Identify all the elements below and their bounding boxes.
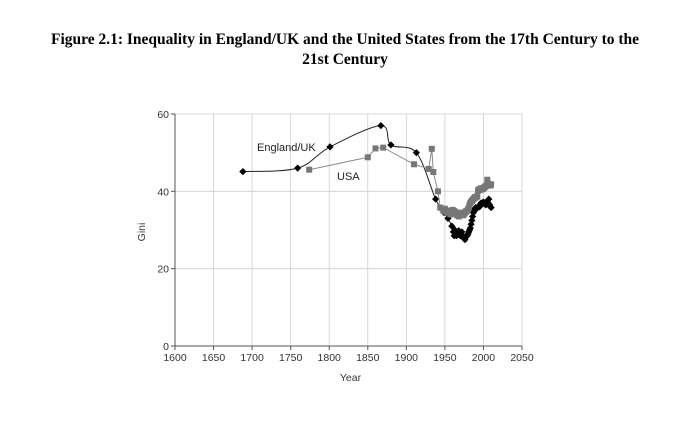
labels: England/UK USA	[257, 142, 360, 183]
grid	[175, 113, 523, 346]
data-point	[411, 161, 418, 168]
data-point	[468, 216, 476, 224]
data-point	[455, 227, 463, 235]
figure-title-line-1: Figure 2.1: Inequality in England/UK and…	[50, 31, 640, 48]
x-tick-label: 1750	[279, 352, 303, 364]
data-point	[469, 212, 477, 221]
data-point	[380, 144, 387, 151]
data-point	[484, 176, 491, 183]
series-england-uk	[239, 122, 495, 244]
data-point	[466, 224, 474, 232]
data-point	[239, 168, 247, 176]
data-point	[387, 141, 395, 149]
x-tick-label: 1700	[240, 352, 264, 364]
data-point	[448, 222, 456, 230]
x-tick-label: 1950	[433, 352, 457, 364]
series-label-usa: USA	[337, 171, 360, 183]
x-tick-label: 1900	[395, 352, 419, 364]
y-tick-label: 40	[157, 186, 169, 198]
series	[239, 122, 495, 244]
x-tick-label: 1600	[163, 352, 187, 364]
data-point	[488, 181, 495, 188]
x-tick-label: 1850	[356, 352, 380, 364]
y-tick-label: 0	[163, 341, 169, 353]
axes: 0 20 40 60 1600 1650 1700 1750 1800 1850 1900 1950 2…	[136, 109, 534, 384]
data-point	[487, 203, 495, 212]
data-point	[474, 192, 481, 199]
y-tick-label: 60	[157, 109, 169, 121]
data-point	[428, 145, 435, 152]
series-label-england-uk: England/UK	[257, 142, 316, 154]
data-point	[326, 143, 334, 151]
data-point	[434, 188, 441, 195]
x-axis-title: Year	[340, 372, 362, 384]
data-point	[432, 195, 440, 203]
data-point	[425, 165, 432, 172]
y-axis-title: Gini	[136, 223, 148, 242]
data-point	[377, 122, 385, 130]
data-point	[294, 164, 302, 172]
figure-title-line-2: 21st Century	[302, 51, 388, 68]
data-point	[306, 166, 313, 173]
data-point	[372, 145, 379, 152]
x-tick-label: 1800	[318, 352, 342, 364]
x-tick-label: 2050	[510, 352, 534, 364]
x-tick-label: 2000	[472, 352, 496, 364]
series-usa	[306, 144, 495, 220]
data-point	[364, 154, 371, 161]
figure-title: Figure 2.1: Inequality in England/UK and…	[0, 30, 690, 70]
data-point	[430, 169, 437, 175]
x-tick-label: 1650	[202, 352, 226, 364]
data-point	[467, 220, 475, 228]
data-point	[485, 195, 493, 203]
y-tick-label: 20	[157, 264, 169, 276]
data-point	[412, 149, 420, 157]
